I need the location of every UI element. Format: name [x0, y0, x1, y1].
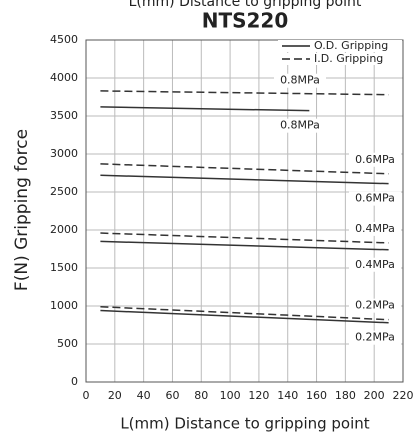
label-bg	[274, 73, 326, 88]
y-tick-label: 1000	[50, 299, 78, 312]
y-tick-label: 2500	[50, 185, 78, 198]
y-tick-label: 4500	[50, 33, 78, 46]
chart-title: NTS220	[202, 9, 289, 33]
series-label: 0.2MPa	[355, 299, 395, 312]
y-tick-label: 500	[57, 337, 78, 350]
line-series	[100, 174, 389, 185]
label-bg	[274, 118, 326, 133]
line-series	[100, 232, 389, 244]
x-tick-label: 160	[306, 389, 327, 402]
plot-frame	[85, 39, 404, 383]
y-tick-label: 3000	[50, 147, 78, 160]
series-label: 0.2MPa	[355, 331, 395, 344]
label-bg	[349, 191, 401, 206]
line-series	[100, 106, 310, 112]
x-axis-label: L(mm) Distance to gripping point	[120, 415, 369, 433]
y-tick-label: 0	[71, 375, 78, 388]
legend-label: O.D. Gripping	[314, 39, 388, 52]
x-tick-label: 180	[335, 389, 356, 402]
series-label: 0.8MPa	[280, 119, 320, 132]
label-bg	[349, 152, 401, 167]
label-bg	[349, 298, 401, 313]
x-tick-label: 100	[220, 389, 241, 402]
line-series	[100, 240, 389, 251]
x-tick-label: 120	[248, 389, 269, 402]
label-bg	[349, 221, 401, 236]
x-tick-label: 0	[83, 389, 90, 402]
y-tick-label: 3500	[50, 109, 78, 122]
y-tick-label: 4000	[50, 71, 78, 84]
y-tick-label: 2000	[50, 223, 78, 236]
x-tick-label: 40	[137, 389, 151, 402]
x-tick-label: 200	[364, 389, 385, 402]
series-label: 0.4MPa	[355, 258, 395, 271]
line-series	[100, 309, 389, 324]
line-series	[100, 306, 389, 321]
series-label: 0.6MPa	[355, 153, 395, 166]
x-tick-label: 60	[165, 389, 179, 402]
line-series	[100, 90, 389, 96]
subtitle: L(mm) Distance to gripping point	[129, 0, 362, 10]
label-bg	[349, 257, 401, 272]
series-label: 0.8MPa	[280, 74, 320, 87]
legend-label: I.D. Gripping	[314, 52, 383, 65]
x-tick-label: 220	[393, 389, 414, 402]
series-label: 0.4MPa	[355, 222, 395, 235]
y-tick-label: 1500	[50, 261, 78, 274]
x-tick-label: 80	[194, 389, 208, 402]
legend-bg	[278, 53, 402, 65]
line-series	[100, 163, 389, 175]
y-axis-label: F(N) Gripping force	[12, 129, 32, 291]
x-tick-label: 20	[108, 389, 122, 402]
label-bg	[349, 330, 401, 345]
series-label: 0.6MPa	[355, 192, 395, 205]
x-tick-label: 140	[277, 389, 298, 402]
legend-bg	[278, 40, 402, 52]
